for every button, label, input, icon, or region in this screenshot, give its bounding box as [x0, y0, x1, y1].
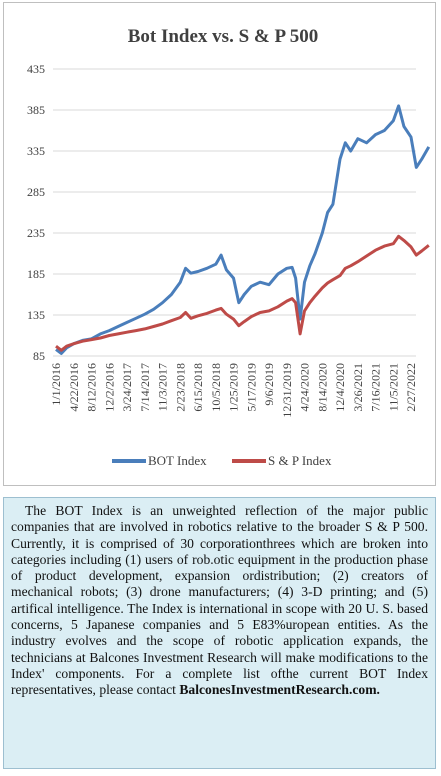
- x-tick-label: 1/25/2019: [227, 363, 241, 412]
- x-tick-label: 4/24/2020: [298, 363, 312, 412]
- y-axis: 85 135 185 235 285 335 385 435: [27, 62, 45, 363]
- x-tick-label: 4/22/2016: [67, 363, 81, 412]
- chart: Bot Index vs. S & P 500 85 135 185 235 285 33…: [27, 26, 431, 468]
- x-tick-label: 2/27/2022: [404, 363, 418, 412]
- x-tick-label: 5/17/2019: [244, 363, 258, 412]
- y-tick-label: 285: [27, 185, 45, 199]
- series-line-bot-index: [55, 104, 431, 355]
- x-tick-label: 11/5/2021: [386, 363, 400, 411]
- y-tick-label: 235: [27, 226, 45, 240]
- chart-title: Bot Index vs. S & P 500: [128, 26, 319, 47]
- x-tick-label: 9/6/2019: [262, 363, 276, 406]
- x-tick-label: 12/31/2019: [280, 363, 294, 418]
- x-tick-label: 7/16/2021: [369, 363, 383, 412]
- grid-lines: [53, 68, 416, 357]
- legend-label-sp: S & P Index: [268, 453, 332, 468]
- x-tick-label: 6/15/2018: [191, 363, 205, 412]
- y-tick-label: 335: [27, 144, 45, 158]
- x-tick-label: 12/2/2016: [102, 363, 116, 412]
- series-line-sp-index: [55, 234, 430, 352]
- x-tick-label: 7/14/2017: [138, 363, 152, 412]
- x-axis: 1/1/2016 4/22/2016 8/12/2016 12/2/2016 3/24/…: [49, 363, 418, 418]
- chart-panel: Bot Index vs. S & P 500 85 135 185 235 285 33…: [3, 2, 436, 486]
- legend-label-bot: BOT Index: [148, 453, 207, 468]
- description-text: The BOT Index is an unweighted reflectio…: [11, 503, 428, 698]
- x-tick-label: 8/14/2020: [315, 363, 329, 412]
- x-tick-label: 8/12/2016: [85, 363, 99, 412]
- y-tick-label: 435: [27, 62, 45, 76]
- x-tick-label: 12/4/2020: [333, 363, 347, 412]
- description-box: The BOT Index is an unweighted reflectio…: [3, 497, 436, 769]
- x-tick-label: 3/24/2017: [120, 363, 134, 412]
- y-tick-label: 185: [27, 267, 45, 281]
- x-tick-label: 10/5/2018: [209, 363, 223, 412]
- y-tick-label: 85: [33, 349, 45, 363]
- x-tick-label: 2/23/2018: [173, 363, 187, 412]
- x-tick-label: 11/3/2017: [156, 363, 170, 411]
- y-tick-label: 135: [27, 308, 45, 322]
- series-lines: [55, 104, 431, 355]
- x-tick-label: 1/1/2016: [49, 363, 63, 406]
- y-tick-label: 385: [27, 103, 45, 117]
- contact-link[interactable]: BalconesInvestmentResearch.com.: [179, 682, 380, 698]
- legend: BOT Index S & P Index: [112, 453, 332, 468]
- x-tick-label: 3/26/2021: [351, 363, 365, 412]
